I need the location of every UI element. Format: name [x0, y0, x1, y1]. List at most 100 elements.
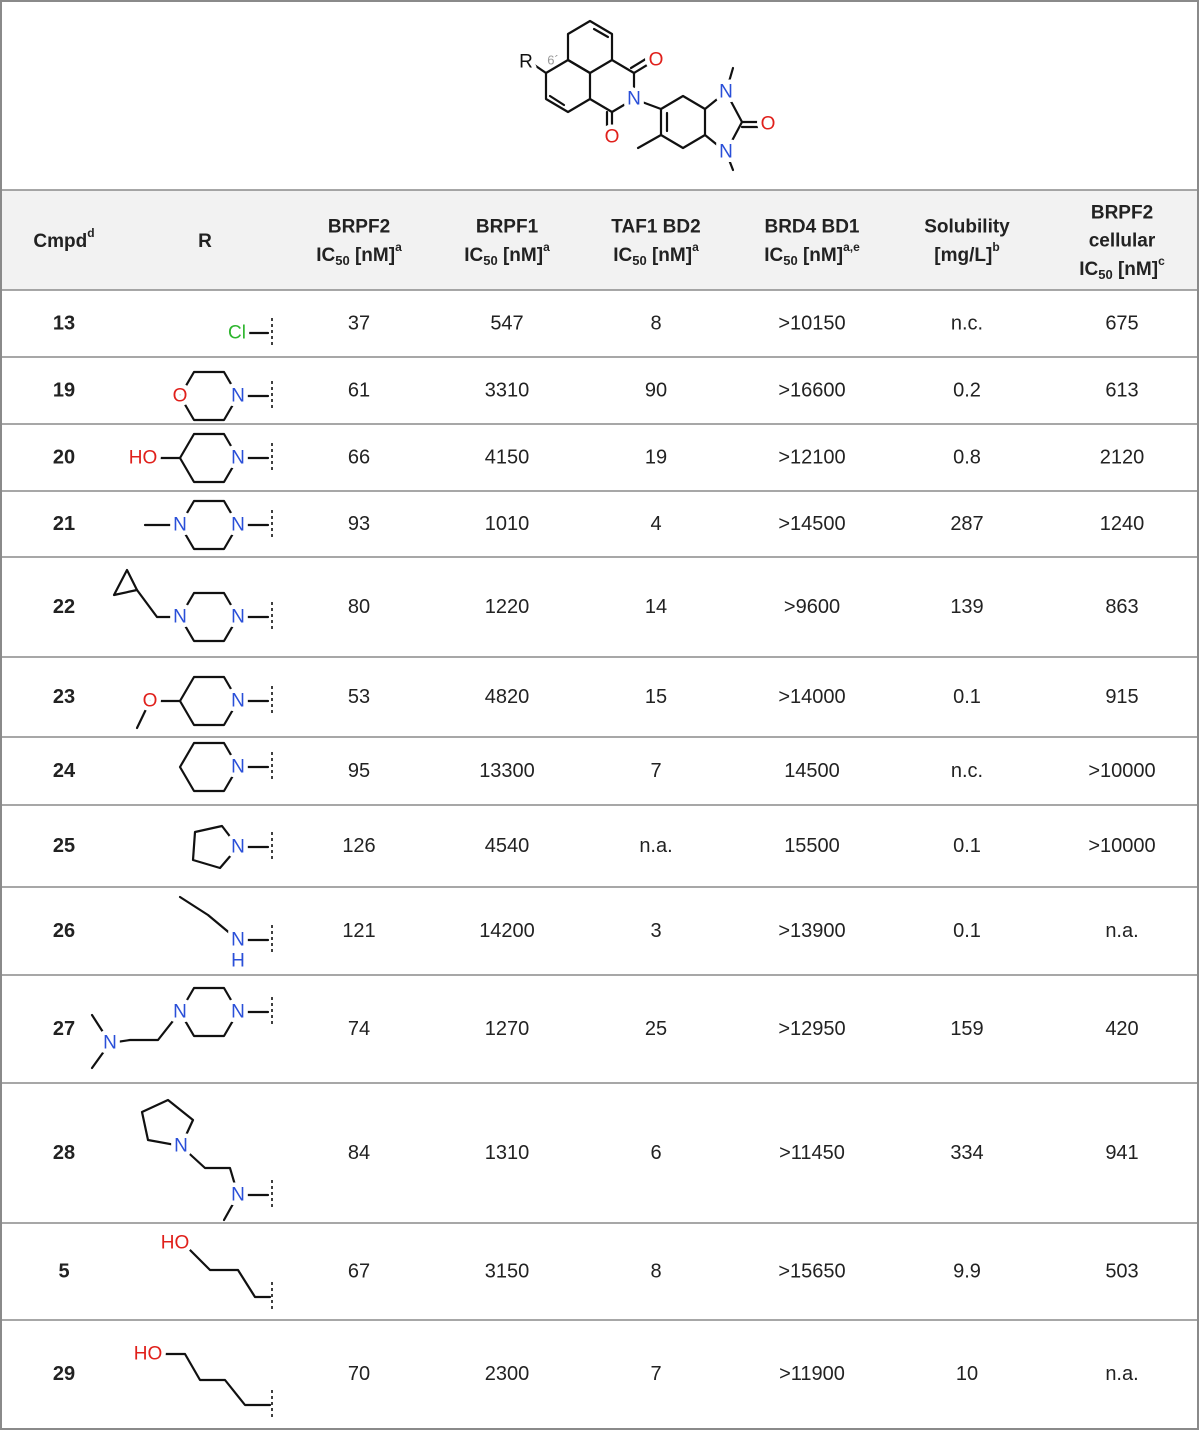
cell-value: 15	[645, 686, 667, 708]
cell-value: 1270	[485, 1018, 530, 1040]
cell-value: 941	[1105, 1142, 1138, 1164]
cell-value: 7	[650, 1363, 661, 1385]
header-subscript: 50	[783, 253, 797, 268]
cell-value: 1220	[485, 596, 530, 618]
atom-label: N	[627, 89, 641, 110]
cell-value: 613	[1105, 380, 1138, 402]
compound-id: 25	[53, 835, 75, 857]
compound-id: 26	[53, 920, 75, 942]
cell-value: 19	[645, 447, 667, 469]
cell-value: 126	[342, 835, 375, 857]
header-superscript: a	[395, 240, 402, 254]
header-label: IC50 [nM]a	[464, 240, 550, 268]
cell-value: 7	[650, 760, 661, 782]
compound-id: 28	[53, 1142, 75, 1164]
header-text: [nM]	[798, 245, 843, 266]
cell-value: >10000	[1088, 835, 1155, 857]
atom-label: N	[231, 607, 245, 628]
cell-value: 915	[1105, 686, 1138, 708]
atom-label: O	[605, 127, 620, 148]
cell-value: 503	[1105, 1261, 1138, 1283]
header-label: TAF1 BD2	[611, 217, 700, 238]
cell-value: 61	[348, 380, 370, 402]
core-structure: R 6´ O N O N O N	[515, 19, 780, 172]
cell-value: 14200	[479, 920, 535, 942]
compound-id: 24	[53, 760, 76, 782]
cell-value: 80	[348, 596, 370, 618]
atom-label: N	[103, 1033, 117, 1054]
cell-value: 53	[348, 686, 370, 708]
cell-value: 95	[348, 760, 370, 782]
header-subscript: 50	[1098, 267, 1112, 282]
compound-id: 20	[53, 447, 75, 469]
cell-value: 4	[650, 513, 661, 535]
compound-id: 13	[53, 313, 75, 335]
cell-value: 675	[1105, 313, 1138, 335]
header-label: [mg/L]b	[934, 240, 999, 266]
cell-value: 14500	[784, 760, 840, 782]
cell-value: 25	[645, 1018, 667, 1040]
cell-value: 0.1	[953, 920, 981, 942]
cell-value: >11450	[779, 1142, 845, 1164]
cell-value: 70	[348, 1363, 370, 1385]
header-text: [nM]	[647, 245, 692, 266]
compound-id: 19	[53, 380, 75, 402]
cell-value: >9600	[784, 596, 840, 618]
cell-value: >10000	[1088, 760, 1155, 782]
atom-label: N	[231, 930, 245, 951]
header-text: [nM]	[1113, 259, 1158, 280]
atom-label: O	[143, 691, 158, 712]
header-label: BRD4 BD1	[764, 217, 859, 238]
cell-value: 863	[1105, 596, 1138, 618]
cell-value: 9.9	[953, 1261, 981, 1283]
cell-value: 420	[1105, 1018, 1138, 1040]
header-label: BRPF2	[1091, 203, 1153, 224]
cell-value: 139	[950, 596, 983, 618]
atom-label: N	[174, 1136, 188, 1157]
header-superscript: d	[87, 226, 94, 240]
position-label: 6´	[547, 53, 559, 68]
header-subscript: 50	[483, 253, 497, 268]
cell-value: 121	[342, 920, 375, 942]
atom-label: N	[231, 757, 245, 778]
header-text: IC	[464, 245, 483, 266]
cell-value: n.c.	[951, 313, 983, 335]
compound-id: 27	[53, 1018, 75, 1040]
header-label: IC50 [nM]a,e	[764, 240, 860, 268]
header-subscript: 50	[335, 253, 349, 268]
cell-value: 3	[650, 920, 661, 942]
header-superscript: a	[692, 240, 699, 254]
header-label: R	[198, 231, 212, 252]
cell-value: 14	[645, 596, 667, 618]
header-text: [nM]	[350, 245, 395, 266]
cell-value: >16600	[778, 380, 845, 402]
header-background	[2, 190, 1197, 290]
compound-id: 22	[53, 596, 75, 618]
header-superscript: a,e	[843, 240, 860, 254]
atom-label: N	[719, 82, 733, 103]
header-label: cellular	[1089, 231, 1156, 252]
compound-id: 5	[58, 1261, 69, 1283]
atom-label: O	[649, 50, 664, 71]
compound-id: 23	[53, 686, 75, 708]
atom-label: O	[173, 386, 188, 407]
atom-label: HO	[134, 1344, 163, 1365]
atom-label: N	[231, 1002, 245, 1023]
cell-value: >10150	[778, 313, 845, 335]
cell-value: >12950	[778, 1018, 845, 1040]
cell-value: 8	[650, 1261, 661, 1283]
header-label: BRPF1	[476, 217, 539, 238]
cell-value: >13900	[778, 920, 845, 942]
cell-value: 547	[490, 313, 523, 335]
cell-value: 66	[348, 447, 370, 469]
cell-value: 84	[348, 1142, 370, 1164]
atom-label: N	[173, 607, 187, 628]
cell-value: 1310	[485, 1142, 530, 1164]
cell-value: 0.1	[953, 686, 981, 708]
atom-label: HO	[161, 1233, 190, 1254]
cell-value: >11900	[779, 1363, 845, 1385]
cell-value: 90	[645, 380, 667, 402]
row-lines	[2, 189, 1197, 1321]
cell-value: 4150	[485, 447, 530, 469]
